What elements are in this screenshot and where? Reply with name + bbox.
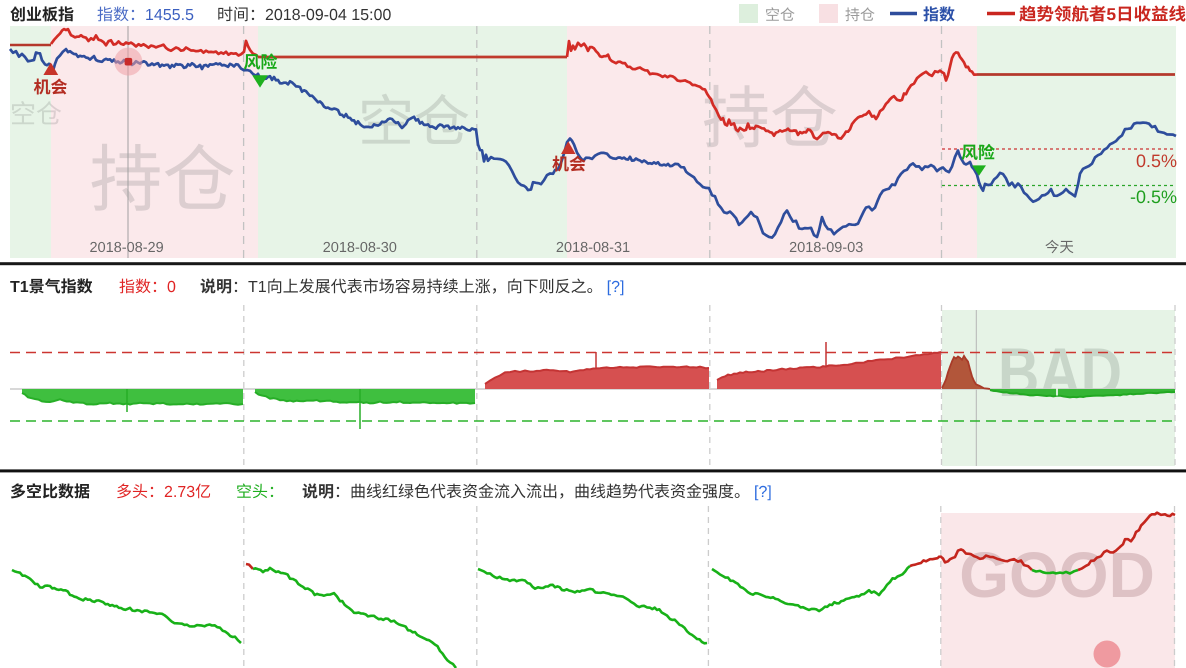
svg-text:GOOD: GOOD <box>959 539 1155 611</box>
